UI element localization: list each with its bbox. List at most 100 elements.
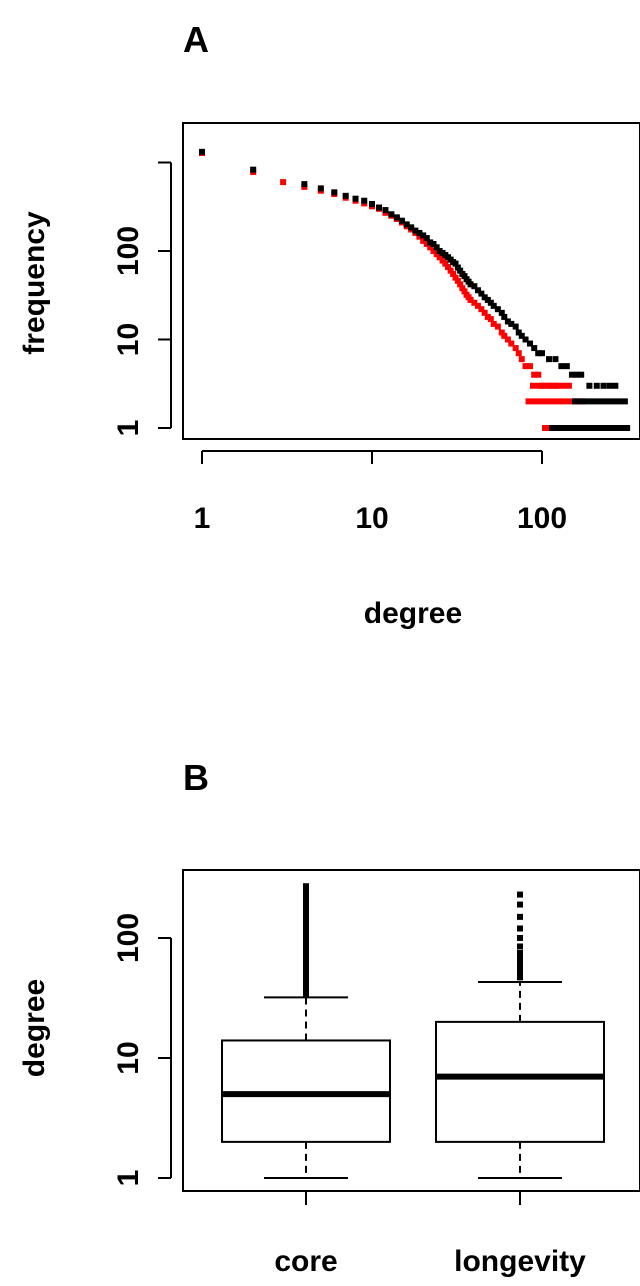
panel-a-point-red (471, 299, 478, 306)
panel-a-point-black (578, 371, 585, 378)
panel-a-point-red (442, 260, 449, 267)
panel-a-point-red (494, 323, 501, 330)
panel-a-point-black (317, 185, 324, 192)
panel-a-point-black (423, 235, 430, 242)
box-core-outlier (303, 902, 309, 909)
panel-b-category-label: core (274, 1245, 337, 1278)
box-core-outlier (303, 932, 309, 939)
panel-a-point-red (474, 302, 481, 309)
box-core-outlier (303, 883, 309, 890)
panel-a-point-red (518, 356, 525, 363)
box-core-outlier (303, 973, 309, 980)
panel-a-point-black (612, 382, 619, 389)
panel-b-category-label: longevity (454, 1245, 586, 1278)
panel-a-point-black (515, 329, 522, 336)
panel-a-point-black (388, 211, 395, 218)
panel-a-point-black (568, 371, 575, 378)
panel-a-point-black (474, 287, 481, 294)
box-longevity-outlier (517, 955, 523, 962)
panel-a-black-series (199, 148, 631, 431)
panel-a-point-black (250, 166, 257, 173)
box-core-outlier (303, 917, 309, 924)
panel-b-y-tick-label: 10 (112, 1041, 145, 1074)
panel-a-point-black (412, 227, 419, 234)
panel-a-point-black (369, 200, 375, 207)
panel-a-point-black (199, 148, 205, 155)
box-longevity-outlier (517, 935, 523, 941)
panel-a-point-red (439, 257, 446, 264)
panel-b-boxes (221, 883, 605, 1179)
panel-a-point-black (535, 350, 542, 357)
panel-a-y-axis: 1 10 100 (112, 161, 172, 437)
panel-a-point-black (563, 363, 570, 370)
box-longevity-outlier (517, 925, 523, 932)
box-longevity-outlier (517, 949, 523, 956)
box-longevity-outlier (517, 974, 523, 981)
box-core-outlier (303, 968, 309, 975)
panel-a-point-red (445, 263, 452, 270)
panel-a-point-black (518, 332, 525, 339)
panel-a-point-red (450, 270, 457, 277)
box-core-outlier (303, 986, 309, 993)
panel-b-y-axis: 1 10 100 (112, 913, 172, 1187)
panel-a-point-red (461, 288, 468, 295)
panel-a-point-red (478, 306, 485, 313)
panel-a-point-red (452, 274, 459, 281)
box-longevity-outlier (517, 943, 523, 950)
panel-a-point-black (546, 356, 553, 363)
panel-a-point-black (301, 181, 308, 188)
panel-a-point-black (484, 296, 491, 303)
panel-a-point-black (471, 283, 478, 290)
panel-a-point-red (501, 332, 508, 339)
panel-a-point-black (600, 382, 607, 389)
panel-a-x-tick-label: 10 (355, 502, 388, 535)
panel-a-point-red (454, 277, 461, 284)
panel-b-y-tick-label: 1 (112, 1170, 145, 1187)
panel-b-plot-frame (182, 869, 640, 1192)
panel-a-point-black (490, 302, 497, 309)
box-core-outlier (303, 892, 309, 899)
panel-a-point-black (454, 264, 461, 271)
panel-a-point-red (427, 244, 434, 251)
panel-a-point-red (430, 248, 437, 254)
panel-a-point-black (361, 197, 368, 204)
panel-a-point-black (331, 189, 338, 196)
panel-a: A 1 10 100 1 10 100 degree frequency (18, 19, 640, 630)
box-core-outlier (303, 977, 309, 984)
panel-a-point-red (527, 363, 534, 370)
panel-a-point-black (531, 345, 538, 352)
box-core-outlier (303, 907, 309, 914)
panel-a-point-black (376, 204, 383, 211)
panel-a-point-black (478, 290, 485, 297)
panel-a-point-black (382, 207, 389, 214)
panel-a-point-red (512, 345, 519, 352)
panel-a-point-red (467, 296, 474, 303)
panel-a-point-red (420, 237, 427, 244)
panel-b-x-axis: core longevity (274, 1191, 586, 1278)
panel-a-point-red (484, 313, 491, 320)
panel-a-point-black (552, 356, 559, 363)
panel-a-point-black (427, 239, 434, 246)
panel-a-y-tick-label: 1 (112, 420, 145, 437)
panel-a-y-tick-label: 100 (112, 226, 145, 276)
panel-a-point-black (352, 195, 359, 202)
box-core-outlier (303, 943, 309, 950)
panel-b-y-tick-label: 100 (112, 913, 145, 963)
panel-a-point-red (531, 371, 538, 378)
panel-a-point-black (606, 382, 613, 389)
panel-a-point-black (593, 382, 600, 389)
panel-a-point-black (487, 299, 494, 306)
panel-a-point-black (420, 232, 427, 239)
panel-a-point-red (490, 320, 497, 327)
panel-a-point-red (487, 316, 494, 323)
panel-a-point-black (461, 273, 468, 280)
panel-a-point-black (504, 318, 511, 325)
box-longevity-outlier (517, 891, 523, 898)
panel-a-point-black (501, 313, 508, 320)
box-core-outlier (303, 927, 309, 934)
box-core-outlier (303, 938, 309, 945)
panel-a-point-black (393, 214, 400, 221)
panel-a-red-series (199, 150, 590, 431)
box-core-outlier (303, 953, 309, 960)
panel-a-x-axis: 1 10 100 (194, 450, 567, 535)
